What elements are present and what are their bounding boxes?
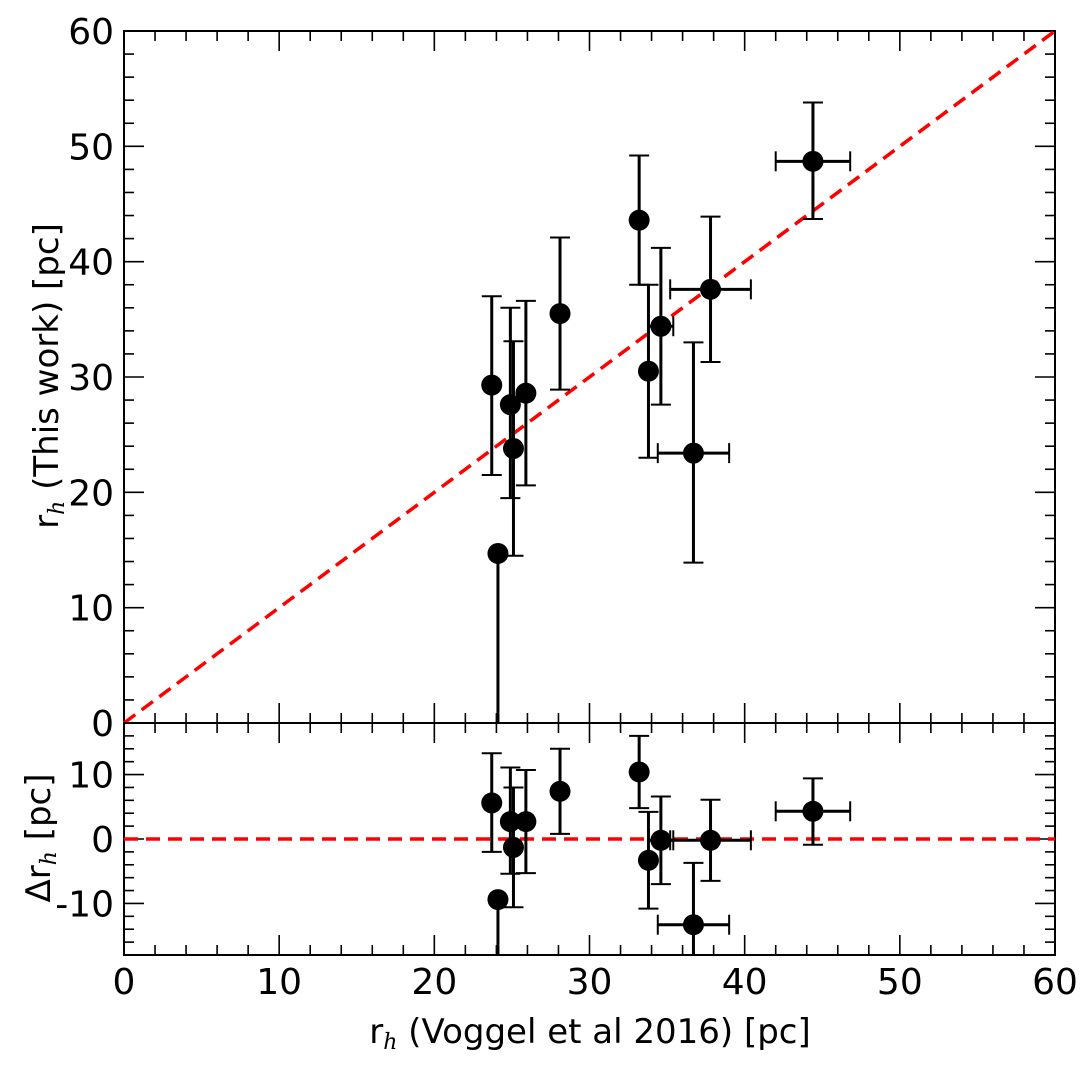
residual-marker: [802, 800, 824, 822]
residual-marker: [502, 836, 524, 858]
residual-marker: [637, 849, 659, 871]
x-axis-title: rh (Voggel et al 2016) [pc]: [369, 1012, 811, 1055]
data-marker: [481, 374, 503, 396]
data-marker: [637, 360, 659, 382]
residual-data-point: [656, 861, 731, 955]
bottom-panel: 0 10 20 30 40 50 60 -10 0 10: [55, 722, 1078, 1003]
top-data-point: [669, 215, 752, 364]
bottom-y-tick-label: 10: [68, 756, 114, 797]
x-tick-label: 50: [877, 962, 923, 1003]
residual-data-point: [628, 734, 650, 810]
residual-marker: [487, 889, 509, 911]
top-data-point: [549, 236, 571, 391]
residual-marker: [499, 811, 521, 833]
top-panel: 0 10 20 30 40 50 60: [68, 12, 1057, 745]
one-to-one-line: [122, 29, 1057, 725]
top-y-tick-label: 40: [68, 243, 114, 284]
data-marker: [499, 394, 521, 416]
top-data-point: [499, 306, 521, 500]
residual-data-point: [502, 786, 524, 909]
top-data-point: [628, 154, 650, 286]
residual-data-point: [481, 752, 503, 853]
top-y-tick-label: 50: [68, 127, 114, 168]
data-marker: [502, 438, 524, 460]
top-data-point: [487, 542, 509, 723]
data-marker: [650, 315, 672, 337]
top-y-axis-title: rh (This work) [pc]: [27, 223, 70, 529]
x-tick-label: 60: [1032, 962, 1078, 1003]
top-y-tick-label: 10: [68, 589, 114, 630]
top-data-point: [502, 340, 524, 557]
residual-marker: [628, 761, 650, 783]
x-tick-label: 40: [722, 962, 768, 1003]
top-y-tick-label: 20: [68, 473, 114, 514]
x-tick-label: 30: [567, 962, 613, 1003]
x-tick-label: 0: [113, 962, 136, 1003]
data-marker: [549, 303, 571, 325]
data-marker: [802, 150, 824, 172]
residual-marker: [481, 792, 503, 814]
bottom-y-tick-label: 0: [91, 820, 114, 861]
residual-marker: [650, 829, 672, 851]
top-data-point: [647, 246, 675, 406]
top-y-tick-label: 60: [68, 12, 114, 53]
residual-data-point: [637, 810, 659, 910]
data-marker: [515, 382, 537, 404]
residual-data-point: [647, 795, 675, 886]
x-tick-label: 20: [411, 962, 457, 1003]
top-data-point: [656, 341, 731, 564]
bottom-y-axis-title: Δrh [pc]: [19, 773, 62, 902]
residual-marker: [682, 914, 704, 936]
data-marker: [700, 278, 722, 300]
top-y-tick-label: 30: [68, 358, 114, 399]
data-marker: [487, 542, 509, 564]
data-marker: [682, 442, 704, 464]
residual-data-point: [549, 747, 571, 835]
residual-marker: [515, 811, 537, 833]
residual-data-point: [515, 769, 537, 875]
x-tick-label: 10: [256, 962, 302, 1003]
top-data-point: [515, 299, 537, 487]
top-y-tick-label: 0: [91, 704, 114, 745]
residual-data-point: [487, 889, 509, 955]
bottom-y-tick-label: -10: [55, 884, 114, 925]
residual-marker: [549, 780, 571, 802]
residual-data-point: [774, 777, 852, 846]
data-marker: [628, 209, 650, 231]
top-data-point: [637, 283, 659, 459]
top-data-point: [481, 295, 503, 477]
residual-marker: [700, 829, 722, 851]
residual-data-point: [669, 798, 752, 882]
top-data-point: [774, 101, 852, 220]
